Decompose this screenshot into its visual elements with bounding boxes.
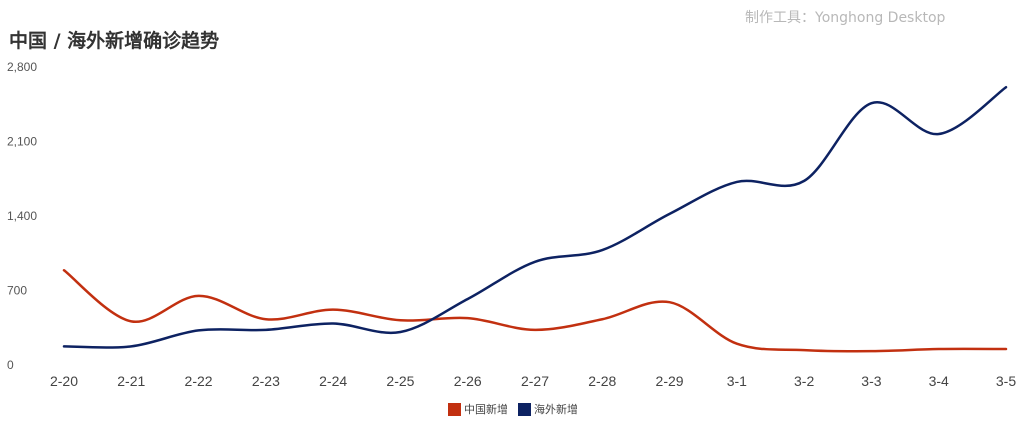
y-axis: 0 700 1,400 2,100 2,800 xyxy=(7,60,37,372)
y-tick-label: 700 xyxy=(7,284,27,298)
line-chart: 0 700 1,400 2,100 2,800 2-20 2-21 2-22 2-23 2-24… xyxy=(7,60,1016,389)
legend-swatch-overseas xyxy=(518,402,531,416)
series-line-china[interactable] xyxy=(62,269,1008,353)
chart-title: 中国 / 海外新增确诊趋势 xyxy=(9,30,220,52)
legend-label-china: 中国新增 xyxy=(464,403,508,416)
x-tick-label: 2-25 xyxy=(386,373,414,389)
x-tick-label: 3-1 xyxy=(727,373,747,389)
legend-item-overseas[interactable]: 海外新增 xyxy=(518,401,578,417)
x-tick-label: 3-3 xyxy=(861,373,881,389)
x-tick-label: 2-23 xyxy=(252,373,280,389)
x-tick-label: 2-28 xyxy=(588,373,616,389)
legend-swatch-china xyxy=(448,402,461,416)
x-tick-label: 2-21 xyxy=(117,373,145,389)
y-tick-label: 1,400 xyxy=(7,209,37,223)
series-lines xyxy=(62,85,1008,353)
legend: 中国新增 海外新增 xyxy=(0,401,1026,417)
x-tick-label: 2-22 xyxy=(185,373,213,389)
x-tick-label: 3-4 xyxy=(929,373,949,389)
x-tick-label: 2-29 xyxy=(656,373,684,389)
x-tick-label: 2-26 xyxy=(454,373,482,389)
x-tick-label: 3-5 xyxy=(996,373,1016,389)
x-tick-label: 3-2 xyxy=(794,373,814,389)
watermark: 制作工具：Yonghong Desktop xyxy=(745,10,946,26)
x-tick-label: 2-20 xyxy=(50,373,78,389)
y-tick-label: 0 xyxy=(7,358,14,372)
legend-label-overseas: 海外新增 xyxy=(534,403,578,416)
x-tick-label: 2-27 xyxy=(521,373,549,389)
x-tick-label: 2-24 xyxy=(319,373,347,389)
legend-item-china[interactable]: 中国新增 xyxy=(448,401,508,417)
y-tick-label: 2,100 xyxy=(7,135,37,149)
y-tick-label: 2,800 xyxy=(7,60,37,74)
x-axis: 2-20 2-21 2-22 2-23 2-24 2-25 2-26 2-27 2-28 2-29… xyxy=(50,373,1016,389)
series-line-overseas[interactable] xyxy=(62,85,1008,349)
